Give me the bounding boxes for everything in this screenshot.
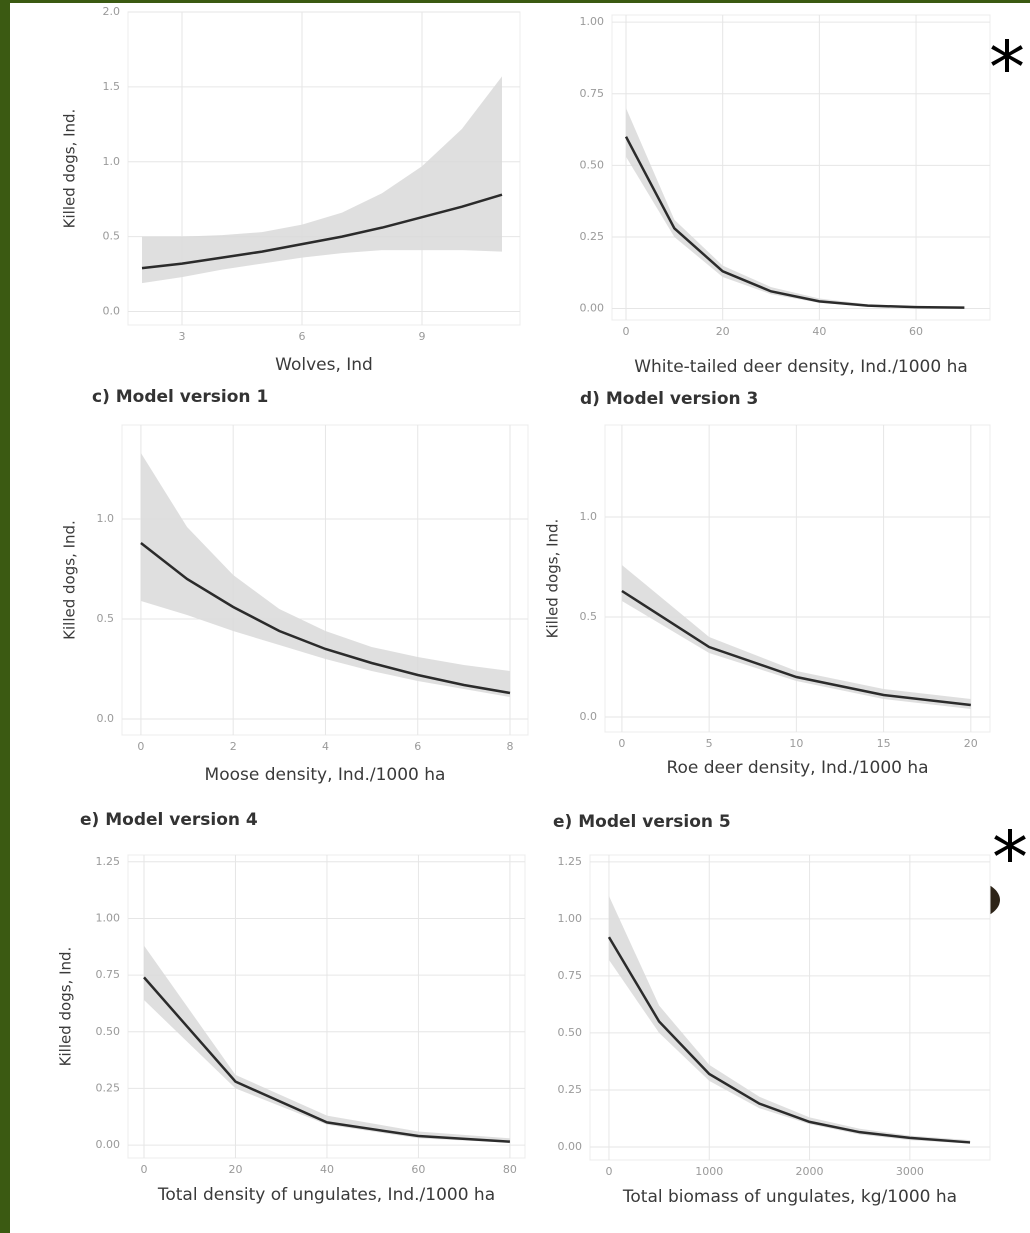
- y-tick-label: 0.00: [558, 1140, 583, 1153]
- panel-title: e) Model version 4: [80, 810, 258, 830]
- x-axis-label: Moose density, Ind./1000 ha: [205, 765, 446, 785]
- y-tick-label: 0.75: [96, 968, 121, 981]
- x-axis-label: Wolves, Ind: [275, 355, 373, 375]
- significance-mark: *: [989, 26, 1025, 110]
- panel-title: c) Model version 1: [92, 387, 268, 407]
- y-tick-label: 0.0: [103, 305, 121, 318]
- x-tick-label: 0: [618, 737, 625, 750]
- fitted-line: [141, 193, 503, 270]
- y-tick-label: 0.0: [580, 710, 598, 723]
- x-tick-label: 15: [877, 737, 891, 750]
- y-tick-label: 1.00: [558, 912, 583, 925]
- frame-top: [0, 0, 1030, 3]
- x-tick-label: 9: [419, 330, 426, 343]
- panel-title: e) Model version 5: [553, 812, 731, 832]
- y-tick-label: 1.25: [558, 855, 583, 868]
- y-tick-label: 0.75: [580, 87, 605, 100]
- y-tick-label: 0.50: [558, 1026, 583, 1039]
- x-tick-label: 40: [812, 325, 826, 338]
- fitted-line: [624, 136, 965, 309]
- y-tick-label: 2.0: [103, 5, 121, 18]
- y-tick-label: 0.75: [558, 969, 583, 982]
- x-tick-label: 40: [320, 1163, 334, 1176]
- x-tick-label: 80: [503, 1163, 517, 1176]
- y-tick-label: 0.00: [96, 1138, 121, 1151]
- y-tick-label: 0.5: [97, 612, 115, 625]
- x-axis-label: White-tailed deer density, Ind./1000 ha: [634, 357, 968, 377]
- y-tick-label: 0.00: [580, 302, 605, 315]
- x-tick-label: 10: [789, 737, 803, 750]
- x-tick-label: 3: [179, 330, 186, 343]
- x-tick-label: 20: [228, 1163, 242, 1176]
- x-tick-label: 2: [230, 740, 237, 753]
- fitted-line: [140, 542, 511, 695]
- y-tick-label: 1.5: [103, 80, 121, 93]
- x-axis-label: Total biomass of ungulates, kg/1000 ha: [622, 1187, 957, 1207]
- x-tick-label: 5: [706, 737, 713, 750]
- x-tick-label: 0: [137, 740, 144, 753]
- significance-mark: *: [992, 816, 1028, 900]
- confidence-band: [142, 76, 502, 284]
- y-axis-label: Killed dogs, Ind.: [544, 519, 562, 639]
- x-axis-label: Total density of ungulates, Ind./1000 ha: [157, 1185, 495, 1205]
- y-tick-label: 0.0: [97, 712, 115, 725]
- x-tick-label: 60: [909, 325, 923, 338]
- y-tick-label: 1.25: [96, 855, 121, 868]
- x-tick-label: 2000: [796, 1165, 824, 1178]
- y-tick-label: 0.25: [558, 1083, 583, 1096]
- y-tick-label: 1.0: [580, 510, 598, 523]
- confidence-band: [626, 108, 965, 309]
- x-axis-label: Roe deer density, Ind./1000 ha: [666, 758, 928, 778]
- y-axis-label: Killed dogs, Ind.: [57, 947, 75, 1067]
- y-axis-label: Killed dogs, Ind.: [61, 520, 79, 640]
- fitted-line: [607, 936, 971, 1144]
- x-tick-label: 0: [623, 325, 630, 338]
- y-tick-label: 1.00: [96, 911, 121, 924]
- y-tick-label: 0.5: [103, 230, 121, 243]
- x-tick-label: 4: [322, 740, 329, 753]
- fitted-line: [621, 589, 971, 707]
- x-tick-label: 6: [414, 740, 421, 753]
- y-tick-label: 0.50: [96, 1025, 121, 1038]
- x-tick-label: 0: [141, 1163, 148, 1176]
- x-tick-label: 8: [507, 740, 514, 753]
- frame-left: [0, 0, 10, 1233]
- fitted-line: [143, 976, 510, 1143]
- y-tick-label: 0.25: [580, 230, 605, 243]
- plot-area: [604, 424, 991, 733]
- x-tick-label: 20: [964, 737, 978, 750]
- x-tick-label: 3000: [896, 1165, 924, 1178]
- y-tick-label: 1.0: [97, 512, 115, 525]
- x-tick-label: 60: [411, 1163, 425, 1176]
- y-tick-label: 1.0: [103, 155, 121, 168]
- y-tick-label: 1.00: [580, 15, 605, 28]
- x-tick-label: 20: [716, 325, 730, 338]
- x-tick-label: 1000: [695, 1165, 723, 1178]
- x-tick-label: 6: [299, 330, 306, 343]
- y-tick-label: 0.5: [580, 610, 598, 623]
- plot-area: [611, 14, 991, 321]
- y-tick-label: 0.25: [96, 1081, 121, 1094]
- panel-title: d) Model version 3: [580, 389, 758, 409]
- y-axis-label: Killed dogs, Ind.: [61, 109, 79, 229]
- y-tick-label: 0.50: [580, 158, 605, 171]
- x-tick-label: 0: [605, 1165, 612, 1178]
